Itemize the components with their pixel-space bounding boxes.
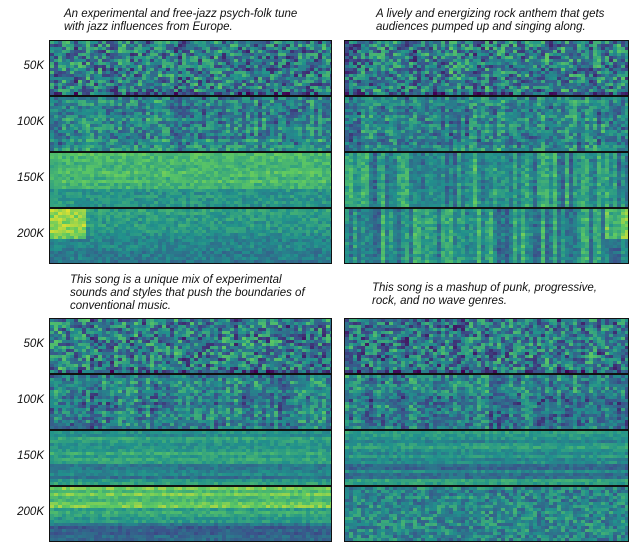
row-label-150k-bottom: 150K <box>0 450 44 462</box>
caption-grid-3: This song is a unique mix of experimenta… <box>70 274 305 313</box>
spectrogram-panel-4-50k <box>344 318 629 374</box>
spectrogram-heatmap <box>345 97 628 151</box>
spectrogram-heatmap <box>345 41 628 95</box>
spectrogram-panel-2-200k <box>344 208 629 264</box>
row-label-50k-bottom: 50K <box>0 338 44 350</box>
spectrogram-panel-1-150k <box>49 152 332 208</box>
spectrogram-heatmap <box>345 319 628 373</box>
caption-grid-1: An experimental and free-jazz psych-folk… <box>64 8 297 34</box>
row-label-100k-top: 100K <box>0 116 44 128</box>
spectrogram-panel-3-150k <box>49 430 332 486</box>
row-label-150k-top: 150K <box>0 172 44 184</box>
spectrogram-heatmap <box>50 97 331 151</box>
caption-grid-2: A lively and energizing rock anthem that… <box>376 8 604 34</box>
spectrogram-heatmap <box>345 487 628 541</box>
spectrogram-panel-2-150k <box>344 152 629 208</box>
spectrogram-heatmap <box>50 319 331 373</box>
row-label-100k-bottom: 100K <box>0 394 44 406</box>
spectrogram-panel-2-50k <box>344 40 629 96</box>
spectrogram-panel-3-50k <box>49 318 332 374</box>
spectrogram-heatmap <box>345 431 628 485</box>
spectrogram-panel-4-150k <box>344 430 629 486</box>
caption-grid-4: This song is a mashup of punk, progressi… <box>372 282 597 308</box>
spectrogram-heatmap <box>50 431 331 485</box>
spectrogram-panel-3-100k <box>49 374 332 430</box>
row-label-50k-top: 50K <box>0 60 44 72</box>
row-label-200k-bottom: 200K <box>0 506 44 518</box>
spectrogram-heatmap <box>50 487 331 541</box>
spectrogram-heatmap <box>50 153 331 207</box>
spectrogram-panel-4-100k <box>344 374 629 430</box>
spectrogram-panel-1-100k <box>49 96 332 152</box>
spectrogram-panel-3-200k <box>49 486 332 542</box>
spectrogram-heatmap <box>345 153 628 207</box>
spectrogram-heatmap <box>50 375 331 429</box>
spectrogram-heatmap <box>345 209 628 263</box>
spectrogram-panel-4-200k <box>344 486 629 542</box>
row-label-200k-top: 200K <box>0 228 44 240</box>
spectrogram-panel-1-200k <box>49 208 332 264</box>
spectrogram-heatmap <box>345 375 628 429</box>
spectrogram-heatmap <box>50 41 331 95</box>
spectrogram-panel-2-100k <box>344 96 629 152</box>
spectrogram-panel-1-50k <box>49 40 332 96</box>
spectrogram-heatmap <box>50 209 331 263</box>
